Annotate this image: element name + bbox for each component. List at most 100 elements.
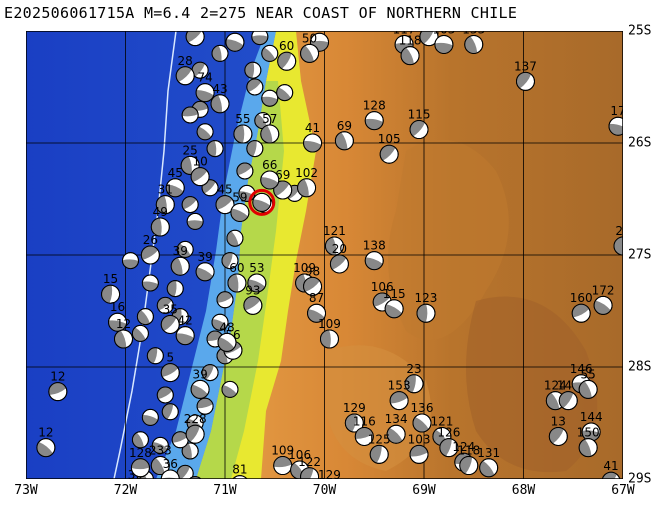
focal-mechanism[interactable]	[201, 364, 219, 382]
focal-mechanism[interactable]	[344, 413, 364, 433]
focal-mechanism[interactable]	[479, 458, 499, 478]
focal-mechanism[interactable]	[136, 308, 154, 326]
focal-mechanism[interactable]	[515, 71, 535, 91]
focal-mechanism[interactable]	[319, 329, 339, 349]
focal-mechanism[interactable]	[150, 217, 170, 237]
focal-mechanism[interactable]	[155, 195, 175, 215]
focal-mechanism[interactable]	[261, 89, 279, 107]
focal-mechanism[interactable]	[244, 61, 262, 79]
focal-mechanism[interactable]	[369, 444, 389, 464]
focal-mechanism[interactable]	[131, 431, 149, 449]
focal-mechanism[interactable]	[459, 456, 479, 476]
focal-mechanism[interactable]	[300, 43, 320, 63]
focal-mechanism[interactable]	[36, 438, 56, 458]
focal-mechanism[interactable]	[196, 397, 214, 415]
focal-mechanism[interactable]	[160, 363, 180, 383]
focal-mechanism[interactable]	[221, 252, 239, 270]
focal-mechanism[interactable]	[608, 116, 623, 136]
focal-mechanism[interactable]	[404, 374, 424, 394]
focal-mechanism[interactable]	[227, 273, 247, 293]
focal-mechanism[interactable]	[578, 438, 598, 458]
focal-mechanism[interactable]	[419, 31, 439, 47]
focal-mechanism[interactable]	[247, 273, 267, 293]
focal-mechanism[interactable]	[225, 32, 245, 52]
focal-mechanism[interactable]	[303, 133, 323, 153]
focal-mechanism[interactable]	[185, 31, 205, 47]
focal-mechanism[interactable]	[141, 274, 159, 292]
mainshock-marker[interactable]	[248, 188, 276, 216]
focal-mechanism[interactable]	[548, 426, 568, 446]
focal-mechanism[interactable]	[101, 284, 121, 304]
focal-mechanism[interactable]	[434, 34, 454, 54]
focal-mechanism[interactable]	[217, 332, 237, 352]
focal-mechanism[interactable]	[246, 140, 264, 158]
focal-mechanism[interactable]	[114, 329, 134, 349]
focal-mechanism[interactable]	[571, 303, 591, 323]
focal-mechanism[interactable]	[354, 426, 374, 446]
focal-mechanism[interactable]	[400, 46, 420, 66]
focal-mechanism[interactable]	[601, 471, 621, 479]
focal-mechanism[interactable]	[379, 144, 399, 164]
focal-mechanism[interactable]	[160, 314, 180, 334]
focal-mechanism[interactable]	[464, 34, 484, 54]
focal-mechanism[interactable]	[236, 162, 254, 180]
focal-mechanism[interactable]	[181, 196, 199, 214]
focal-mechanism[interactable]	[48, 382, 68, 402]
focal-mechanism[interactable]	[186, 212, 204, 230]
focal-mechanism[interactable]	[254, 112, 272, 130]
focal-mechanism[interactable]	[409, 444, 429, 464]
focal-mechanism[interactable]	[412, 413, 432, 433]
focal-mechanism[interactable]	[211, 313, 229, 331]
focal-mechanism[interactable]	[324, 236, 344, 256]
focal-mechanism[interactable]	[181, 106, 199, 124]
focal-mechanism[interactable]	[303, 276, 323, 296]
focal-mechanism[interactable]	[156, 386, 174, 404]
focal-mechanism[interactable]	[276, 84, 294, 102]
focal-mechanism[interactable]	[131, 324, 149, 342]
focal-mechanism[interactable]	[206, 140, 224, 158]
focal-mechanism[interactable]	[121, 252, 139, 270]
focal-mechanism[interactable]	[195, 262, 215, 282]
focal-mechanism[interactable]	[416, 303, 436, 323]
focal-mechanism[interactable]	[146, 347, 164, 365]
focal-mechanism[interactable]	[329, 254, 349, 274]
focal-mechanism[interactable]	[175, 326, 195, 346]
focal-mechanism[interactable]	[261, 44, 279, 62]
focal-mechanism[interactable]	[251, 31, 269, 46]
focal-mechanism[interactable]	[593, 295, 613, 315]
focal-mechanism[interactable]	[277, 51, 297, 71]
focal-mechanism[interactable]	[156, 296, 174, 314]
focal-mechanism[interactable]	[210, 94, 230, 114]
focal-mechanism[interactable]	[578, 379, 598, 399]
focal-mechanism[interactable]	[130, 458, 150, 478]
focal-mechanism[interactable]	[161, 403, 179, 421]
focal-mechanism[interactable]	[140, 245, 160, 265]
focal-mechanism[interactable]	[176, 240, 194, 258]
focal-mechanism[interactable]	[386, 424, 406, 444]
focal-mechanism[interactable]	[409, 120, 429, 140]
focal-mechanism[interactable]	[175, 66, 195, 86]
focal-mechanism[interactable]	[185, 424, 205, 444]
focal-mechanism[interactable]	[195, 83, 215, 103]
focal-mechanism[interactable]	[180, 155, 200, 175]
mainshock-mechanism[interactable]	[252, 192, 272, 212]
focal-mechanism[interactable]	[300, 467, 320, 479]
focal-mechanism[interactable]	[151, 436, 169, 454]
focal-mechanism[interactable]	[216, 291, 234, 309]
focal-mechanism[interactable]	[165, 178, 185, 198]
focal-mechanism[interactable]	[141, 408, 159, 426]
focal-mechanism[interactable]	[190, 167, 210, 187]
focal-mechanism[interactable]	[233, 124, 253, 144]
focal-mechanism[interactable]	[260, 170, 280, 190]
focal-mechanism[interactable]	[215, 195, 235, 215]
focal-mechanism[interactable]	[191, 61, 209, 79]
focal-mechanism[interactable]	[389, 391, 409, 411]
focal-mechanism[interactable]	[181, 442, 199, 460]
focal-mechanism[interactable]	[558, 391, 578, 411]
focal-mechanism[interactable]	[190, 379, 210, 399]
focal-mechanism[interactable]	[166, 280, 184, 298]
focal-mechanism[interactable]	[364, 251, 384, 271]
focal-mechanism[interactable]	[439, 438, 459, 458]
focal-mechanism[interactable]	[171, 431, 189, 449]
focal-mechanism[interactable]	[260, 124, 280, 144]
